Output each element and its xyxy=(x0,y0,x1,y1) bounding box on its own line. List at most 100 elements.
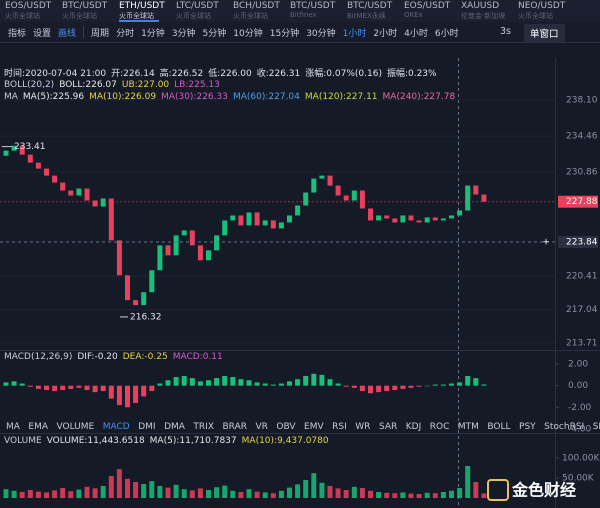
tab-exchange[interactable]: 火币全球站 xyxy=(5,12,40,20)
tab-pair[interactable]: NEO/USDT xyxy=(518,1,566,11)
macd-bar xyxy=(481,384,487,386)
period-button[interactable]: 1小时 xyxy=(342,28,367,39)
candle xyxy=(473,185,479,195)
volume-bar xyxy=(84,486,90,498)
period-button[interactable]: 周期 xyxy=(91,28,110,39)
candle xyxy=(157,245,163,271)
tool-button[interactable]: 指标 xyxy=(8,28,27,39)
indicator-tab[interactable]: SMI xyxy=(592,422,600,432)
tab-pair[interactable]: BTC/USDT xyxy=(347,1,393,11)
tab-exchange[interactable]: 火币全球站 xyxy=(119,12,154,20)
period-button[interactable]: 1分钟 xyxy=(141,28,165,39)
macd-bar xyxy=(287,381,292,386)
tab-exchange[interactable]: 伦敦金·新加坡 xyxy=(461,12,506,20)
period-button[interactable]: 6小时 xyxy=(434,28,459,39)
tab-pair[interactable]: ETH/USDT xyxy=(119,1,165,11)
candle xyxy=(303,192,309,206)
tab-exchange[interactable]: BitMEX永续 xyxy=(347,12,386,20)
indicator-tab[interactable]: SAR xyxy=(378,422,398,432)
candle xyxy=(278,222,284,229)
tab-pair[interactable]: XAUUSD xyxy=(461,1,500,11)
info-item: 振幅:0.23% xyxy=(386,69,437,79)
macd-bar xyxy=(52,385,58,392)
macd-bar xyxy=(295,379,301,386)
volume-bar xyxy=(303,480,309,498)
period-button[interactable]: 3分钟 xyxy=(171,28,196,39)
candle xyxy=(400,215,406,223)
macd-bar xyxy=(359,385,365,392)
tab-exchange[interactable]: 火币全球站 xyxy=(518,12,553,20)
indicator-tab[interactable]: WR xyxy=(355,422,371,432)
tab-pair[interactable]: LTC/USDT xyxy=(176,1,219,11)
period-button[interactable]: 2小时 xyxy=(373,28,398,39)
window-select[interactable]: 单窗口 xyxy=(524,24,565,42)
volume-bar xyxy=(368,490,373,498)
period-button[interactable]: 15分钟 xyxy=(269,28,300,39)
ma-item: MA(120):227.11 xyxy=(304,92,378,102)
volume-bar xyxy=(189,490,195,498)
indicator-tab[interactable]: VOLUME xyxy=(56,422,95,432)
candle xyxy=(424,217,430,223)
macd-bar xyxy=(392,385,398,390)
volume-bar xyxy=(19,492,25,498)
volume-bar xyxy=(181,489,187,498)
macd-bar xyxy=(35,385,41,389)
indicator-tab[interactable]: BOLL xyxy=(487,422,511,432)
tab-exchange[interactable]: 火币全球站 xyxy=(62,12,97,20)
tab-pair[interactable]: BCH/USDT xyxy=(233,1,280,11)
macd-bar xyxy=(165,380,171,386)
candle xyxy=(52,175,58,183)
period-button[interactable]: 4小时 xyxy=(404,28,428,39)
macd-bar xyxy=(238,379,244,386)
tab-exchange[interactable]: 火币全球站 xyxy=(176,12,211,20)
indicator-tab[interactable]: OBV xyxy=(276,422,296,432)
indicator-tab[interactable]: MACD xyxy=(102,422,130,432)
period-button[interactable]: 30分钟 xyxy=(306,28,336,39)
indicator-tab[interactable]: ROC xyxy=(429,422,450,432)
macd-bar xyxy=(173,377,179,386)
refresh-interval[interactable]: 3s xyxy=(500,26,511,37)
tab-pair[interactable]: EOS/USDT xyxy=(5,1,52,11)
candle xyxy=(246,212,252,226)
indicator-tab[interactable]: MA xyxy=(6,422,20,432)
indicator-tab[interactable]: MTM xyxy=(457,422,479,432)
tab-exchange[interactable]: OKEx xyxy=(404,11,423,19)
candle xyxy=(84,188,90,201)
macd-bar xyxy=(449,383,454,386)
indicator-tab[interactable]: VR xyxy=(255,422,268,432)
y-tick-label: -2.00 xyxy=(568,403,592,413)
period-button[interactable]: 5分钟 xyxy=(202,28,227,39)
volume-bar xyxy=(173,484,179,498)
volume-bar xyxy=(214,487,220,498)
candle xyxy=(432,217,438,221)
indicator-tab[interactable]: DMI xyxy=(138,422,156,432)
macd-bar xyxy=(440,384,446,386)
y-tick-label: 238.10 xyxy=(566,95,598,105)
indicator-tab[interactable]: RSI xyxy=(332,422,347,432)
period-button[interactable]: 10分钟 xyxy=(233,28,263,39)
tab-pair[interactable]: BTC/USDT xyxy=(290,1,336,11)
candle xyxy=(165,245,171,256)
tab-pair[interactable]: EOS/USDT xyxy=(404,1,451,11)
indicator-tab[interactable]: DMA xyxy=(164,422,185,432)
indicator-tab[interactable]: BRAR xyxy=(222,422,247,432)
tab-exchange[interactable]: Bitfinex xyxy=(290,11,317,19)
period-button[interactable]: 分时 xyxy=(116,28,135,39)
indicator-tab[interactable]: EMV xyxy=(304,422,324,432)
crosshair-tag xyxy=(558,235,598,248)
tool-button[interactable]: 设置 xyxy=(33,28,52,39)
indicator-tab[interactable]: TRIX xyxy=(193,422,214,432)
tab-pair[interactable]: BTC/USDT xyxy=(62,1,108,11)
indicator-tab[interactable]: KDJ xyxy=(405,422,422,432)
indicator-tab[interactable]: EMA xyxy=(28,422,49,432)
macd-bar xyxy=(319,374,325,386)
macd-bar xyxy=(100,385,106,392)
macd-bar xyxy=(254,382,260,386)
tab-exchange[interactable]: 火币全球站 xyxy=(233,12,268,20)
tool-button[interactable]: 画线 xyxy=(58,28,77,39)
indicator-tab[interactable]: PSY xyxy=(519,422,536,432)
candle xyxy=(457,210,463,216)
candle xyxy=(116,240,122,276)
indicator-tab[interactable]: StochRSI xyxy=(544,422,585,432)
volume-bar xyxy=(481,493,487,498)
